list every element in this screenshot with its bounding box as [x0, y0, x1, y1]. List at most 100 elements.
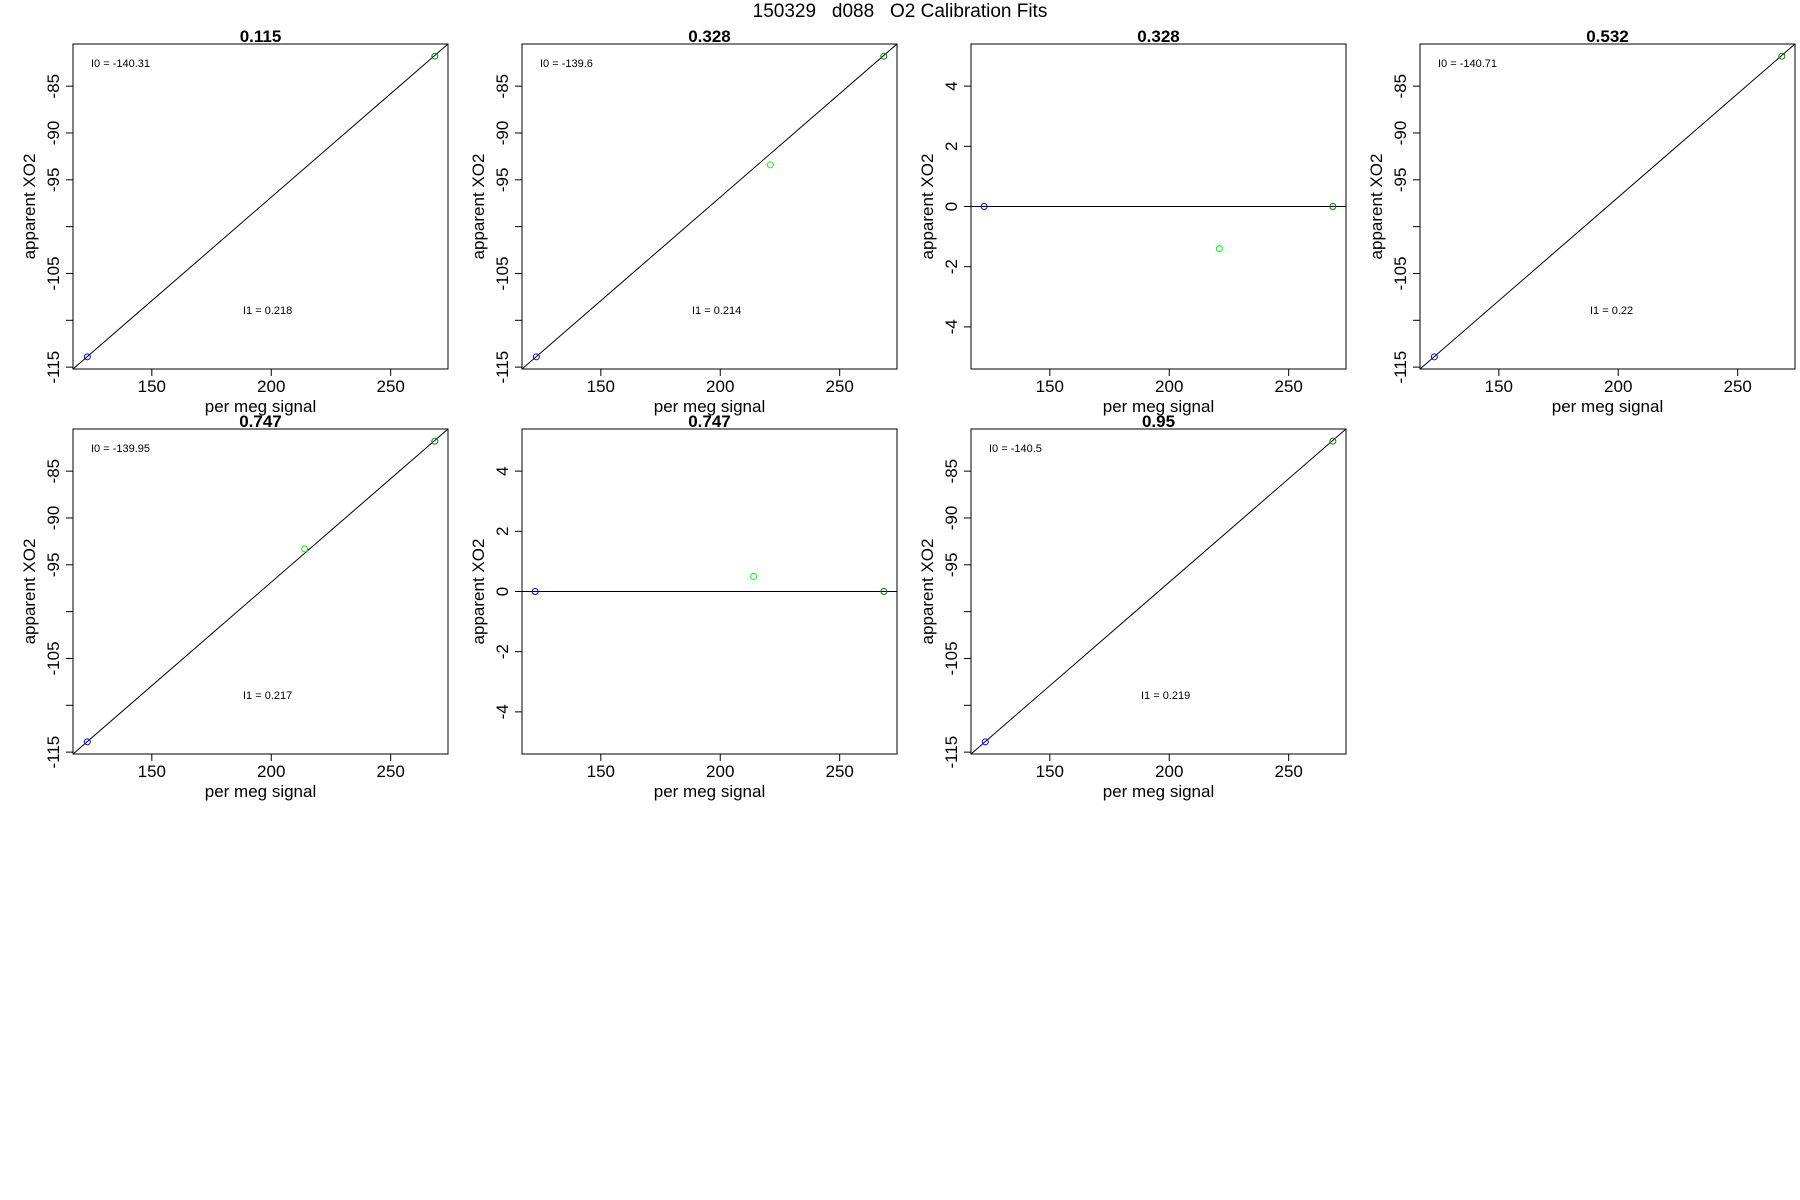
calibration-panel: 0.328 150 200 250 4 2 0 -2 -4 per meg signal appar… — [918, 27, 1347, 416]
data-point — [1215, 245, 1223, 253]
y-tick-label: -115 — [493, 351, 512, 384]
y-axis-label: apparent XO2 — [469, 539, 488, 645]
x-tick-label: 200 — [1155, 377, 1183, 396]
y-tick-label: -95 — [493, 168, 512, 193]
y-tick-label: -4 — [942, 319, 961, 334]
data-point — [83, 738, 91, 746]
fit-line — [73, 429, 448, 754]
x-tick-label: 250 — [1274, 762, 1302, 781]
x-tick-label: 200 — [257, 762, 285, 781]
y-axis-label: apparent XO2 — [918, 539, 937, 645]
x-tick-label: 150 — [138, 377, 166, 396]
x-tick-label: 200 — [1155, 762, 1183, 781]
y-tick-label: -115 — [1391, 351, 1410, 384]
x-tick-label: 250 — [1274, 377, 1302, 396]
slope-annotation: I1 = 0.217 — [243, 690, 292, 702]
y-tick-label: 2 — [942, 142, 961, 151]
y-tick-label: 4 — [942, 81, 961, 90]
y-tick-label: -85 — [44, 74, 63, 99]
data-point — [531, 588, 539, 595]
y-tick-label: -90 — [1391, 121, 1410, 146]
panel-title: 0.328 — [1137, 27, 1180, 46]
y-tick-label: -115 — [942, 736, 961, 769]
data-point — [1430, 353, 1438, 361]
y-tick-label: -85 — [942, 459, 961, 484]
x-axis-label: per meg signal — [654, 397, 766, 416]
intercept-annotation: I0 = -139.95 — [91, 443, 150, 455]
x-tick-label: 150 — [1036, 377, 1064, 396]
data-point — [766, 161, 774, 169]
x-tick-label: 250 — [825, 377, 853, 396]
calibration-panel: 0.747 150 200 250 -85 -90 -95 -105 -115 per meg s… — [20, 412, 449, 801]
slope-annotation: I1 = 0.214 — [692, 305, 741, 317]
y-tick-label: -105 — [942, 641, 961, 675]
intercept-annotation: I0 = -140.71 — [1438, 58, 1497, 70]
fit-line — [73, 44, 448, 369]
panel-title: 0.328 — [688, 27, 731, 46]
x-axis-label: per meg signal — [654, 782, 766, 801]
y-tick-label: -95 — [942, 553, 961, 578]
data-point — [431, 437, 439, 445]
x-tick-label: 150 — [587, 377, 615, 396]
x-axis-label: per meg signal — [205, 397, 317, 416]
y-tick-label: -90 — [942, 506, 961, 531]
x-tick-label: 150 — [1485, 377, 1513, 396]
data-point — [301, 545, 309, 553]
x-axis-label: per meg signal — [1552, 397, 1664, 416]
x-tick-label: 250 — [1723, 377, 1751, 396]
calibration-panel: 0.532 150 200 250 -85 -90 -95 -105 -115 per meg s… — [1367, 27, 1796, 416]
x-axis-label: per meg signal — [1103, 782, 1215, 801]
intercept-annotation: I0 = -140.5 — [989, 443, 1042, 455]
y-tick-label: -2 — [942, 259, 961, 274]
y-tick-label: 0 — [493, 587, 512, 596]
data-point — [532, 353, 540, 361]
x-tick-label: 250 — [376, 377, 404, 396]
y-tick-label: 2 — [493, 527, 512, 536]
y-tick-label: -90 — [44, 506, 63, 531]
plot-frame — [72, 428, 449, 755]
y-axis-label: apparent XO2 — [20, 539, 39, 645]
y-tick-label: -105 — [1391, 256, 1410, 290]
calibration-panel: 0.747 150 200 250 4 2 0 -2 -4 per meg signal appar… — [469, 412, 898, 801]
y-tick-label: -115 — [44, 351, 63, 384]
intercept-annotation: I0 = -139.6 — [540, 58, 593, 70]
panel-title: 0.747 — [688, 412, 731, 431]
panel-title: 0.115 — [240, 27, 282, 46]
data-point — [880, 52, 888, 60]
x-tick-label: 150 — [138, 762, 166, 781]
x-tick-label: 200 — [1604, 377, 1632, 396]
y-tick-label: -105 — [44, 256, 63, 290]
calibration-panel: 0.115 150 200 250 -85 -90 -95 -105 -115 per meg s… — [20, 27, 449, 416]
data-point — [83, 353, 91, 361]
x-tick-label: 250 — [376, 762, 404, 781]
y-tick-label: -95 — [1391, 168, 1410, 193]
data-point — [750, 572, 758, 580]
data-point — [1778, 52, 1786, 60]
y-tick-label: -85 — [44, 459, 63, 484]
calibration-panel: 0.95 150 200 250 -85 -90 -95 -105 -115 per meg si… — [918, 412, 1347, 801]
slope-annotation: I1 = 0.22 — [1590, 305, 1633, 317]
x-tick-label: 150 — [587, 762, 615, 781]
panel-title: 0.532 — [1586, 27, 1629, 46]
plot-frame — [521, 43, 898, 370]
intercept-annotation: I0 = -140.31 — [91, 58, 150, 70]
fit-line — [522, 44, 897, 369]
y-tick-label: -95 — [44, 553, 63, 578]
fit-line — [971, 429, 1346, 754]
x-axis-label: per meg signal — [1103, 397, 1215, 416]
x-tick-label: 200 — [706, 762, 734, 781]
data-point — [980, 203, 988, 210]
data-point — [431, 52, 439, 60]
fit-line — [1420, 44, 1795, 369]
plot-frame — [1419, 43, 1796, 370]
data-point — [1329, 437, 1337, 445]
panel-title: 0.747 — [239, 412, 282, 431]
y-tick-label: -90 — [44, 121, 63, 146]
x-tick-label: 200 — [706, 377, 734, 396]
slope-annotation: I1 = 0.218 — [243, 305, 292, 317]
calibration-panel: 0.328 150 200 250 -85 -90 -95 -105 -115 per meg s… — [469, 27, 898, 416]
y-tick-label: -4 — [493, 704, 512, 719]
plot-frame — [970, 428, 1347, 755]
y-tick-label: -105 — [44, 641, 63, 675]
